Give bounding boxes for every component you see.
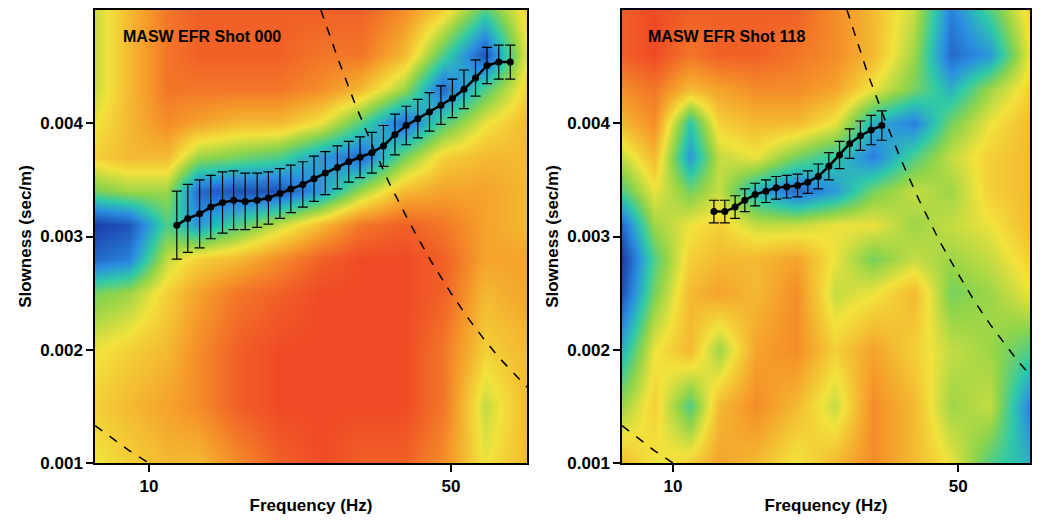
- svg-text:50: 50: [441, 477, 460, 496]
- svg-text:0.004: 0.004: [567, 114, 610, 133]
- svg-text:0.001: 0.001: [40, 454, 83, 473]
- svg-text:50: 50: [949, 477, 968, 496]
- svg-text:0.003: 0.003: [567, 227, 610, 246]
- svg-text:10: 10: [664, 477, 683, 496]
- svg-text:0.002: 0.002: [40, 341, 83, 360]
- svg-text:Frequency (Hz): Frequency (Hz): [765, 496, 888, 515]
- svg-text:0.004: 0.004: [40, 114, 83, 133]
- svg-text:Slowness (sec/m): Slowness (sec/m): [543, 165, 562, 308]
- svg-text:0.003: 0.003: [40, 227, 83, 246]
- svg-text:MASW EFR Shot 000: MASW EFR Shot 000: [123, 28, 281, 45]
- svg-text:Slowness (sec/m): Slowness (sec/m): [16, 165, 35, 308]
- svg-text:Frequency (Hz): Frequency (Hz): [250, 496, 373, 515]
- svg-text:0.002: 0.002: [567, 341, 610, 360]
- svg-text:0.001: 0.001: [567, 454, 610, 473]
- svg-text:MASW EFR Shot 118: MASW EFR Shot 118: [648, 28, 805, 45]
- svg-text:10: 10: [140, 477, 159, 496]
